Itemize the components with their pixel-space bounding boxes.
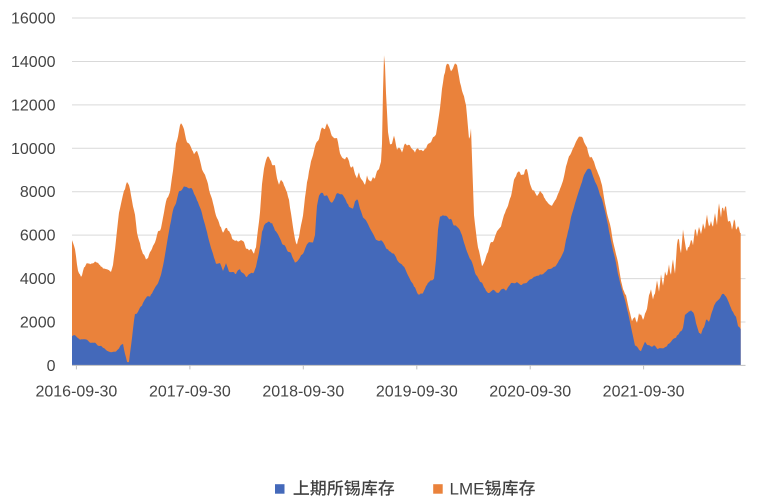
svg-text:2016-09-30: 2016-09-30 (35, 384, 117, 401)
svg-text:16000: 16000 (11, 11, 56, 28)
svg-text:2017-09-30: 2017-09-30 (149, 384, 231, 401)
svg-text:2021-09-30: 2021-09-30 (603, 384, 685, 401)
svg-text:8000: 8000 (20, 184, 56, 201)
svg-text:12000: 12000 (11, 97, 56, 114)
svg-text:2000: 2000 (20, 315, 56, 332)
svg-text:0: 0 (47, 358, 56, 375)
svg-text:6000: 6000 (20, 228, 56, 245)
svg-text:2019-09-30: 2019-09-30 (376, 384, 458, 401)
svg-text:LME: LME (450, 479, 485, 498)
svg-text:2018-09-30: 2018-09-30 (262, 384, 344, 401)
svg-text:2020-09-30: 2020-09-30 (489, 384, 571, 401)
svg-text:4000: 4000 (20, 271, 56, 288)
svg-text:10000: 10000 (11, 141, 56, 158)
svg-text:14000: 14000 (11, 54, 56, 71)
